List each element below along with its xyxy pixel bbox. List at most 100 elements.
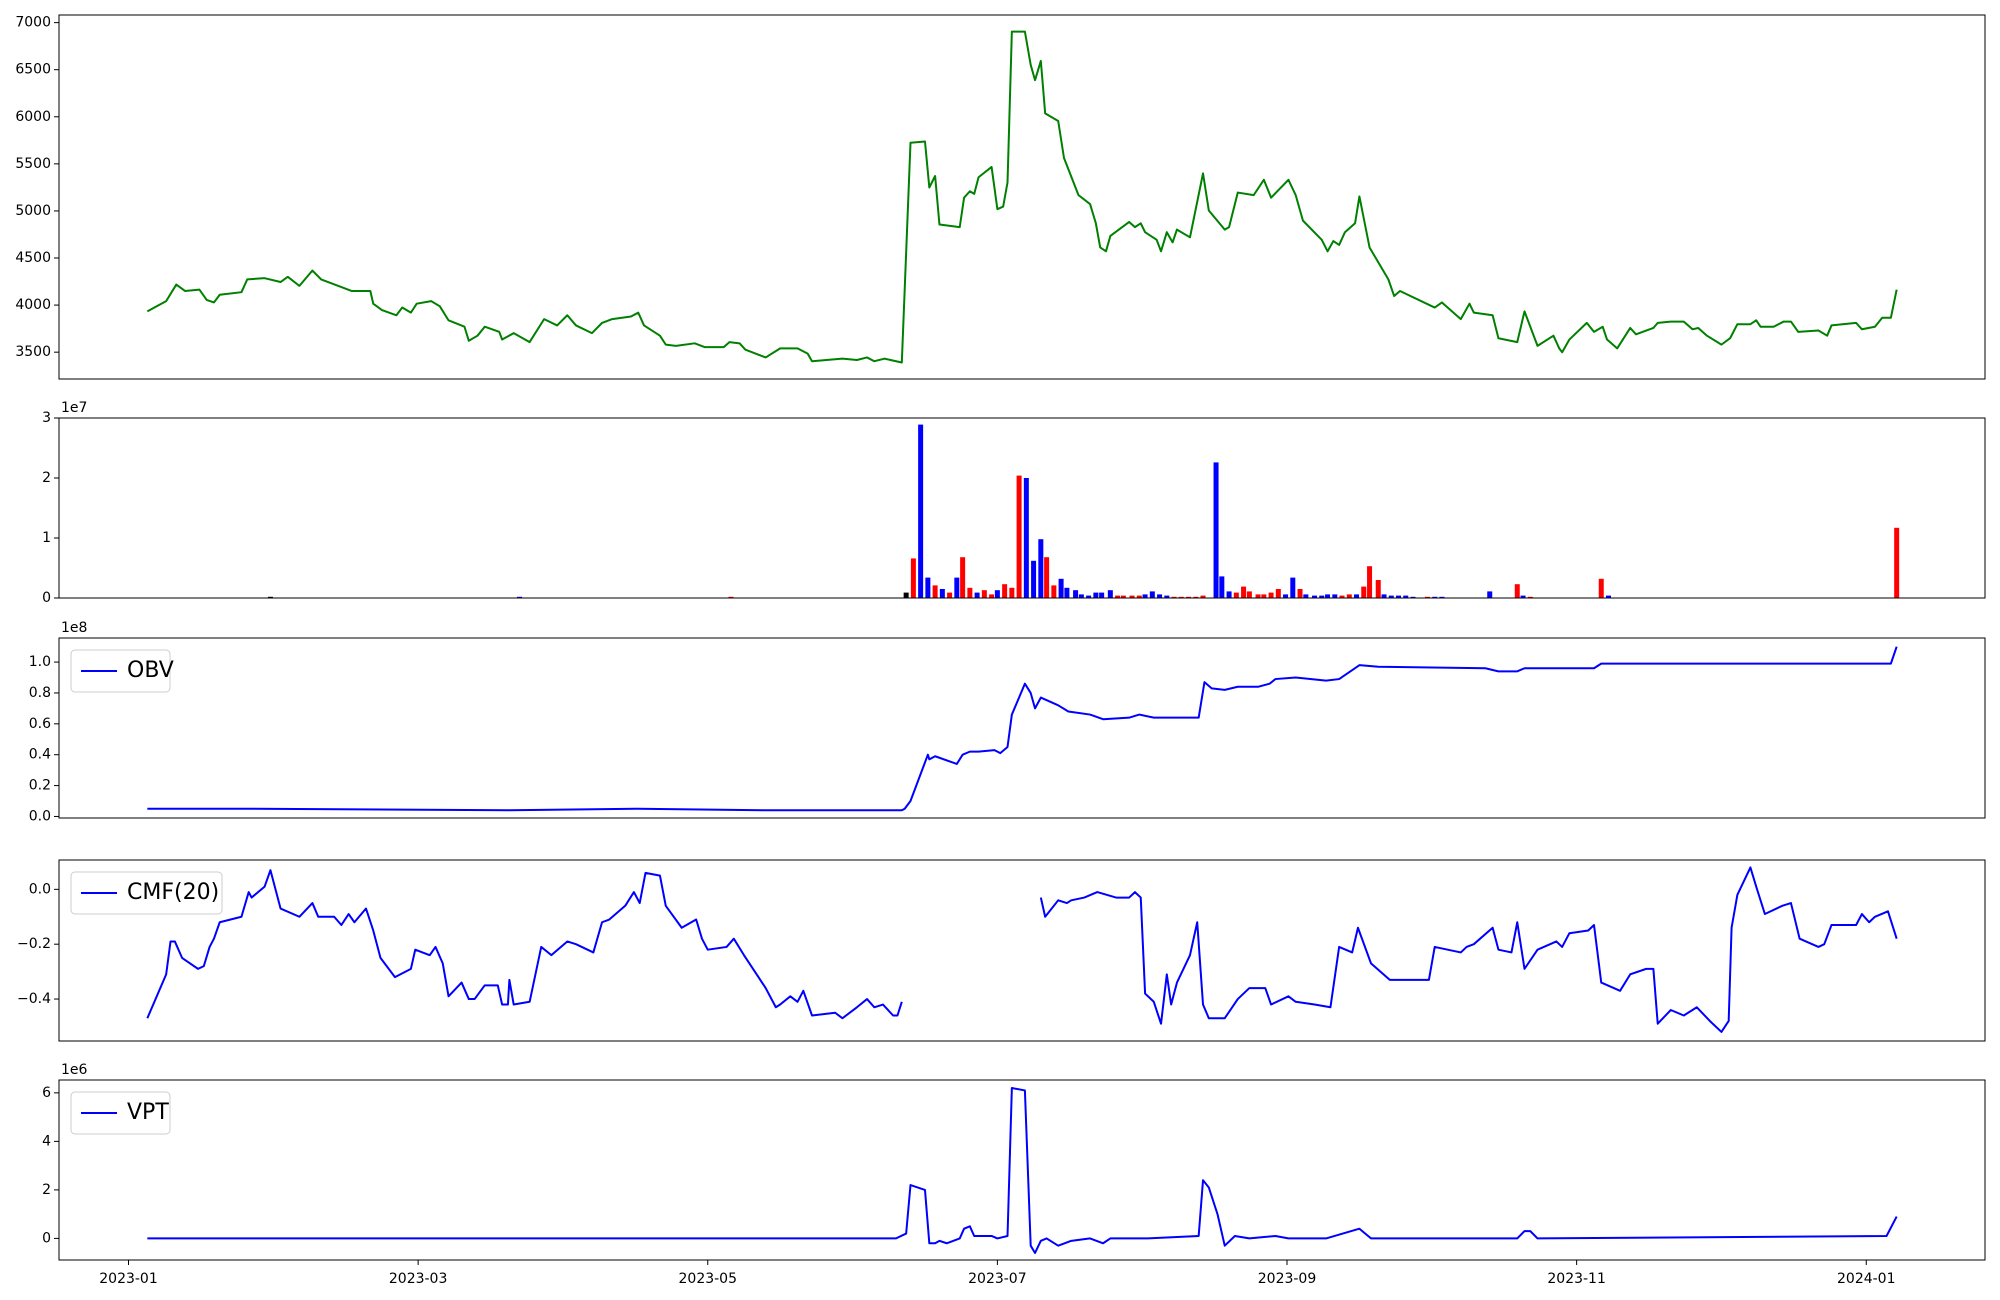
bar [981, 590, 987, 598]
x-tick-label: 2023-05 [679, 1271, 738, 1287]
bar [947, 592, 953, 598]
bar [1354, 594, 1360, 598]
y-tick-label: 0.6 [29, 716, 51, 732]
y-offset-label: 1e8 [61, 620, 87, 636]
legend-box [70, 649, 171, 693]
bar [1332, 594, 1338, 598]
bar [728, 596, 734, 598]
bar [1171, 596, 1177, 598]
legend-box [70, 1091, 171, 1135]
bar [1233, 592, 1239, 598]
panel: −0.4 −0.2 0.0 CMF(20) [17, 859, 1986, 1042]
bar [932, 585, 938, 598]
bar [903, 592, 909, 598]
line [146, 866, 1898, 1033]
bar [1002, 584, 1008, 598]
panel: 0.0 0.2 0.4 0.6 0.8 1.0 1e8 OBV [29, 620, 1986, 824]
line [147, 1087, 1898, 1254]
y-tick-label: 0.0 [29, 881, 51, 897]
bar [918, 424, 924, 598]
bar [1129, 595, 1135, 598]
bar [1339, 595, 1345, 598]
axes-frame [58, 14, 1986, 380]
x-tick-label: 2023-01 [99, 1271, 158, 1287]
bar [1031, 560, 1037, 598]
y-offset-label: 1e7 [61, 400, 87, 416]
panel: 0 1 2 3 1e7 [42, 400, 1986, 606]
plot-area [267, 424, 1900, 598]
bar [1290, 577, 1296, 598]
bar [1023, 478, 1029, 598]
legend-box [70, 871, 223, 915]
bar [1325, 594, 1331, 598]
bar [1520, 595, 1526, 598]
bar [1246, 591, 1252, 598]
y-tick-label: 4000 [15, 297, 51, 313]
bar [1319, 595, 1325, 598]
y-offset-label: 1e6 [61, 1062, 88, 1078]
x-tick-label: 2024-01 [1837, 1271, 1896, 1287]
x-tick-label: 2023-09 [1258, 1271, 1317, 1287]
bar [960, 557, 966, 598]
plot-area [147, 1087, 1898, 1254]
bar [1099, 592, 1105, 598]
bar [925, 577, 931, 598]
y-tick-label: 5500 [15, 156, 51, 172]
legend-label: CMF(20) [127, 880, 219, 905]
bar [1093, 592, 1099, 598]
bar [1439, 596, 1445, 598]
panel: 0 2 4 6 1e6 2023-01 2023-03 2023-05 2023-07 2023-… [42, 1062, 1986, 1287]
bar [910, 558, 916, 598]
y-tick-label: 5000 [15, 203, 51, 219]
bar [1051, 585, 1057, 598]
bar [1261, 594, 1267, 598]
y-tick-label: 0.8 [29, 685, 51, 701]
bar [1361, 586, 1367, 598]
bar [1200, 595, 1206, 598]
bar [1178, 596, 1184, 598]
y-tick-label: −0.4 [17, 991, 51, 1007]
y-tick-label: 0.4 [29, 747, 51, 763]
bar [1149, 591, 1155, 598]
bar [1381, 594, 1387, 598]
y-tick-label: 3 [42, 410, 51, 426]
bar [1367, 566, 1373, 598]
bar [1058, 578, 1064, 598]
bar [1107, 590, 1113, 598]
axes-frame [58, 1079, 1986, 1261]
y-tick-label: 7000 [15, 15, 51, 31]
bar [1016, 475, 1022, 598]
bar [1396, 595, 1402, 598]
bar [1038, 539, 1044, 598]
axes-frame [58, 417, 1986, 599]
x-tick-label: 2023-03 [389, 1271, 448, 1287]
bar [1297, 589, 1303, 598]
panel: 3500 4000 4500 5000 5500 6000 6500 7000 [15, 14, 1986, 380]
bar [1142, 594, 1148, 598]
bar [994, 590, 1000, 598]
bar [1086, 595, 1092, 598]
y-tick-label: 4 [42, 1133, 51, 1149]
bar [1164, 595, 1170, 598]
x-tick-label: 2023-07 [968, 1271, 1027, 1287]
bar [267, 596, 273, 598]
bar [1410, 596, 1416, 598]
y-tick-label: 0 [42, 1230, 51, 1246]
y-tick-label: 0 [42, 590, 51, 606]
bar [1193, 596, 1199, 598]
y-tick-label: −0.2 [17, 936, 51, 952]
axes-frame [58, 859, 1986, 1042]
y-tick-label: 1.0 [29, 654, 51, 670]
line [147, 646, 1898, 812]
bar [1009, 587, 1015, 598]
y-tick-label: 0.2 [29, 778, 51, 794]
y-tick-label: 2 [42, 470, 51, 486]
bar [939, 589, 945, 598]
y-tick-label: 4500 [15, 250, 51, 266]
bar [517, 596, 523, 598]
y-tick-label: 3500 [15, 344, 51, 360]
bar [1078, 594, 1084, 598]
y-tick-label: 0.0 [29, 808, 51, 824]
bar [1403, 595, 1409, 598]
